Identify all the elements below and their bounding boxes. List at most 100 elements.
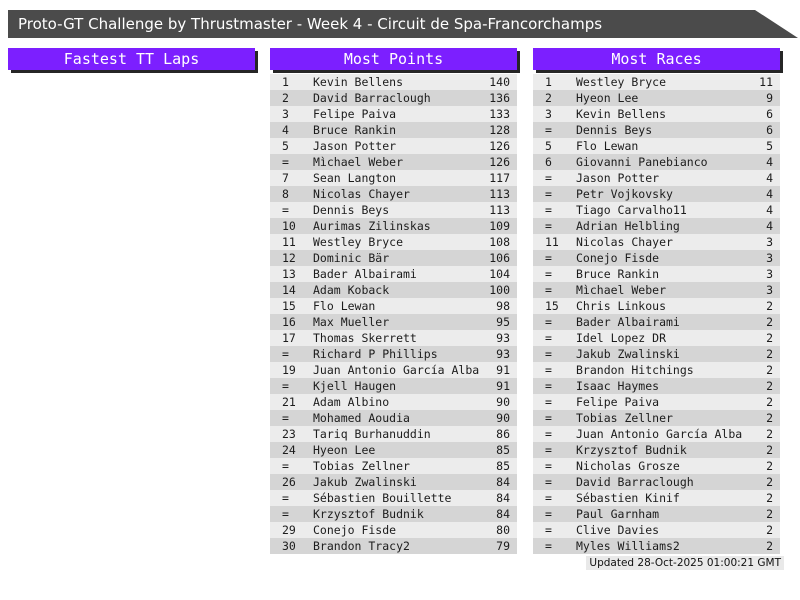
rank-cell: 15 bbox=[545, 299, 559, 313]
driver-name-cell: Adrian Helbling bbox=[576, 219, 680, 233]
table-row: = Isaac Haymes 2 bbox=[533, 378, 780, 394]
driver-name-cell: Clive Davies bbox=[576, 523, 660, 537]
table-row: = Conejo Fisde 3 bbox=[533, 250, 780, 266]
table-row: = Juan Antonio García Alba 2 bbox=[533, 426, 780, 442]
rank-cell: 4 bbox=[282, 123, 289, 137]
value-cell: 2 bbox=[766, 475, 773, 489]
driver-name-cell: Myles Williams2 bbox=[576, 539, 680, 553]
table-row: = Tobias Zellner 2 bbox=[533, 410, 780, 426]
rank-cell: 7 bbox=[282, 171, 289, 185]
driver-name-cell: Sean Langton bbox=[313, 171, 397, 185]
rank-cell: 5 bbox=[545, 139, 552, 153]
rank-cell: = bbox=[282, 379, 289, 393]
rank-cell: = bbox=[545, 379, 552, 393]
table-row: 3 Felipe Paiva 133 bbox=[270, 106, 517, 122]
value-cell: 90 bbox=[496, 395, 510, 409]
table-row: = Jason Potter 4 bbox=[533, 170, 780, 186]
rank-cell: = bbox=[545, 395, 552, 409]
driver-name-cell: Mìchael Weber bbox=[576, 283, 667, 297]
rank-cell: = bbox=[545, 187, 552, 201]
rank-cell: 17 bbox=[282, 331, 296, 345]
driver-name-cell: Sébastien Bouillette bbox=[313, 491, 452, 505]
driver-name-cell: Jason Potter bbox=[576, 171, 660, 185]
driver-name-cell: David Barraclough bbox=[313, 91, 431, 105]
rank-cell: 6 bbox=[545, 155, 552, 169]
table-row: 26 Jakub Zwalinski 84 bbox=[270, 474, 517, 490]
driver-name-cell: Krzysztof Budnik bbox=[313, 507, 424, 521]
table-row: 11 Nicolas Chayer 3 bbox=[533, 234, 780, 250]
table-row: 1 Westley Bryce 11 bbox=[533, 74, 780, 90]
driver-name-cell: Tariq Burhanuddin bbox=[313, 427, 431, 441]
rank-cell: 14 bbox=[282, 283, 296, 297]
table-row: 1 Kevin Bellens 140 bbox=[270, 74, 517, 90]
value-cell: 80 bbox=[496, 523, 510, 537]
driver-name-cell: Mìchael Weber bbox=[313, 155, 404, 169]
rank-cell: 21 bbox=[282, 395, 296, 409]
rank-cell: = bbox=[545, 523, 552, 537]
rank-cell: = bbox=[282, 491, 289, 505]
table-row: = Kjell Haugen 91 bbox=[270, 378, 517, 394]
table-row: = Bruce Rankin 3 bbox=[533, 266, 780, 282]
table-row: = Sébastien Kinif 2 bbox=[533, 490, 780, 506]
rank-cell: 10 bbox=[282, 219, 296, 233]
value-cell: 133 bbox=[489, 107, 510, 121]
value-cell: 91 bbox=[496, 379, 510, 393]
table-row: = Tiago Carvalho11 4 bbox=[533, 202, 780, 218]
value-cell: 3 bbox=[766, 251, 773, 265]
table-row: = Adrian Helbling 4 bbox=[533, 218, 780, 234]
rank-cell: = bbox=[282, 203, 289, 217]
most-races-table: 1 Westley Bryce 11 2 Hyeon Lee 9 3 Kevin Bellen… bbox=[533, 74, 780, 554]
driver-name-cell: Tobias Zellner bbox=[313, 459, 410, 473]
driver-name-cell: Nicholas Grosze bbox=[576, 459, 680, 473]
driver-name-cell: Westley Bryce bbox=[576, 75, 667, 89]
value-cell: 3 bbox=[766, 235, 773, 249]
driver-name-cell: Dennis Beys bbox=[576, 123, 653, 137]
table-row: = David Barraclough 2 bbox=[533, 474, 780, 490]
rank-cell: = bbox=[282, 155, 289, 169]
value-cell: 109 bbox=[489, 219, 510, 233]
value-cell: 93 bbox=[496, 331, 510, 345]
value-cell: 2 bbox=[766, 395, 773, 409]
column-header-fastest-tt-laps: Fastest TT Laps bbox=[8, 48, 255, 70]
value-cell: 3 bbox=[766, 283, 773, 297]
driver-name-cell: Richard P Phillips bbox=[313, 347, 438, 361]
driver-name-cell: Tobias Zellner bbox=[576, 411, 673, 425]
rank-cell: 23 bbox=[282, 427, 296, 441]
value-cell: 85 bbox=[496, 459, 510, 473]
driver-name-cell: Flo Lewan bbox=[576, 139, 639, 153]
value-cell: 108 bbox=[489, 235, 510, 249]
value-cell: 3 bbox=[766, 267, 773, 281]
driver-name-cell: Kevin Bellens bbox=[576, 107, 667, 121]
table-row: 21 Adam Albino 90 bbox=[270, 394, 517, 410]
rank-cell: = bbox=[545, 507, 552, 521]
driver-name-cell: Nicolas Chayer bbox=[313, 187, 410, 201]
value-cell: 84 bbox=[496, 491, 510, 505]
rank-cell: = bbox=[545, 459, 552, 473]
rank-cell: = bbox=[545, 315, 552, 329]
driver-name-cell: David Barraclough bbox=[576, 475, 694, 489]
rank-cell: = bbox=[545, 475, 552, 489]
driver-name-cell: Brandon Tracy2 bbox=[313, 539, 410, 553]
value-cell: 2 bbox=[766, 427, 773, 441]
rank-cell: = bbox=[545, 251, 552, 265]
rank-cell: = bbox=[545, 267, 552, 281]
table-row: 30 Brandon Tracy2 79 bbox=[270, 538, 517, 554]
column-fastest-tt-laps: Fastest TT Laps bbox=[8, 48, 255, 74]
driver-name-cell: Felipe Paiva bbox=[576, 395, 660, 409]
value-cell: 2 bbox=[766, 539, 773, 553]
value-cell: 91 bbox=[496, 363, 510, 377]
table-row: 11 Westley Bryce 108 bbox=[270, 234, 517, 250]
table-row: = Jakub Zwalinski 2 bbox=[533, 346, 780, 362]
rank-cell: = bbox=[282, 459, 289, 473]
value-cell: 106 bbox=[489, 251, 510, 265]
table-row: 5 Jason Potter 126 bbox=[270, 138, 517, 154]
table-row: 16 Max Mueller 95 bbox=[270, 314, 517, 330]
rank-cell: 1 bbox=[545, 75, 552, 89]
table-row: 7 Sean Langton 117 bbox=[270, 170, 517, 186]
table-row: = Paul Garnham 2 bbox=[533, 506, 780, 522]
value-cell: 11 bbox=[759, 75, 773, 89]
driver-name-cell: Thomas Skerrett bbox=[313, 331, 417, 345]
value-cell: 2 bbox=[766, 443, 773, 457]
rank-cell: = bbox=[282, 507, 289, 521]
table-row: = Petr Vojkovsky 4 bbox=[533, 186, 780, 202]
